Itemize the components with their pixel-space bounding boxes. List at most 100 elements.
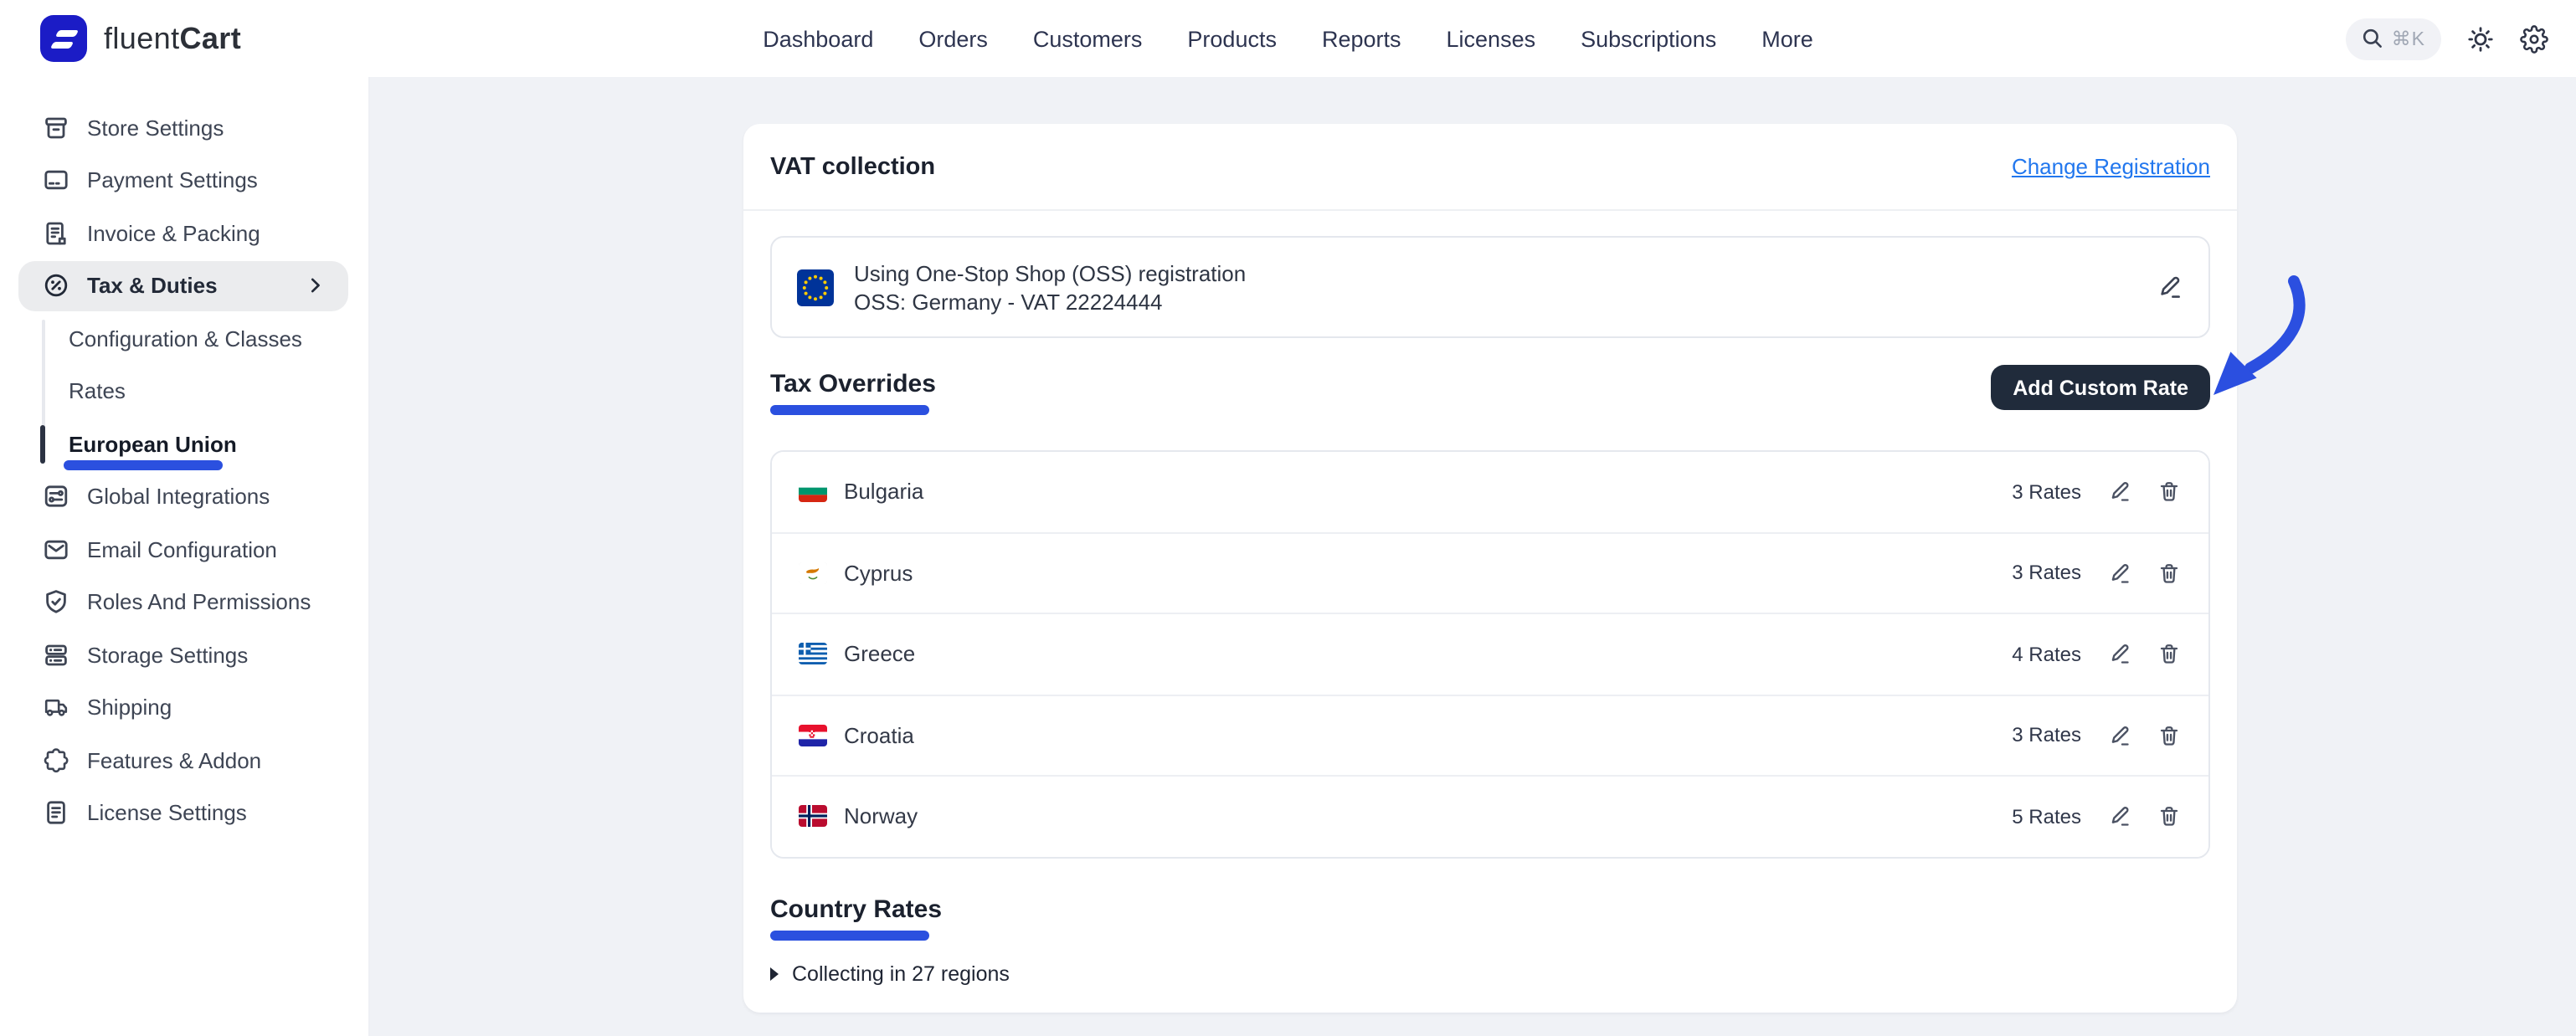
blue-underline-annotation (770, 930, 929, 940)
blue-underline-annotation (770, 405, 929, 415)
edit-registration-button[interactable] (2155, 273, 2183, 301)
tax-overrides-header: Tax Overrides Add Custom Rate (770, 365, 2210, 420)
nav-customers[interactable]: Customers (1032, 26, 1143, 51)
trash-icon (2160, 482, 2178, 502)
delete-row-button[interactable] (2157, 561, 2182, 586)
tax-overrides-list: Bulgaria 3 Rates Cyprus 3 Rates (770, 450, 2210, 858)
nav-dashboard[interactable]: Dashboard (763, 26, 874, 51)
nav-reports[interactable]: Reports (1321, 26, 1401, 51)
puzzle-icon (42, 746, 70, 775)
topbar-actions: ⌘K (2346, 0, 2548, 77)
oss-registration-box: Using One-Stop Shop (OSS) registration O… (770, 236, 2210, 338)
trash-icon (2160, 563, 2178, 583)
sidebar-item-label: Shipping (87, 695, 172, 721)
add-custom-rate-button[interactable]: Add Custom Rate (1991, 365, 2210, 410)
search-icon (2363, 28, 2383, 48)
country-rates-collapse-toggle[interactable]: Collecting in 27 regions (770, 962, 2210, 985)
sidebar-subitem-configuration-classes[interactable]: Configuration & Classes (0, 313, 368, 364)
settings-sidebar: Store Settings Payment Settings Invoice … (0, 77, 370, 1036)
country-name: Norway (844, 803, 918, 829)
tax-duties-subnav: Configuration & Classes Rates European U… (0, 313, 368, 469)
edit-row-button[interactable] (2106, 561, 2131, 586)
credit-card-icon (42, 167, 70, 195)
fluentcart-logo-icon (40, 15, 87, 62)
table-row-greece: Greece 4 Rates (772, 613, 2208, 694)
pencil-icon (2111, 563, 2129, 583)
pencil-icon (2111, 644, 2129, 664)
sidebar-item-storage-settings[interactable]: Storage Settings (0, 629, 368, 680)
sidebar-item-license-settings[interactable]: License Settings (0, 787, 368, 839)
change-registration-link[interactable]: Change Registration (2011, 154, 2210, 179)
theme-toggle-button[interactable] (2465, 24, 2494, 53)
sidebar-item-roles-permissions[interactable]: Roles And Permissions (0, 577, 368, 628)
delete-row-button[interactable] (2157, 804, 2182, 829)
nav-products[interactable]: Products (1187, 26, 1277, 51)
integrations-icon (42, 483, 70, 511)
brand-name-bold: Cart (179, 21, 242, 54)
subnav-rail (42, 320, 45, 456)
vat-collection-card: VAT collection Change Registration Using… (743, 124, 2237, 1012)
sidebar-item-label: Roles And Permissions (87, 589, 311, 615)
brand-name: fluentCart (104, 21, 241, 56)
sidebar-subitem-european-union[interactable]: European Union (0, 418, 368, 469)
table-row-bulgaria: Bulgaria 3 Rates (772, 452, 2208, 531)
sun-icon (2467, 26, 2492, 51)
country-name: Croatia (844, 722, 914, 748)
active-marker (40, 424, 45, 463)
card-header: VAT collection Change Registration (743, 124, 2237, 211)
delete-row-button[interactable] (2157, 480, 2182, 505)
tax-overrides-title: Tax Overrides (770, 370, 936, 415)
sidebar-item-store-settings[interactable]: Store Settings (0, 102, 368, 153)
pencil-icon (2111, 807, 2129, 827)
sidebar-item-label: Invoice & Packing (87, 220, 260, 246)
brand[interactable]: fluentCart (40, 0, 241, 77)
country-name: Bulgaria (844, 479, 924, 505)
collapse-label: Collecting in 27 regions (792, 962, 1010, 985)
triangle-right-icon (770, 967, 779, 980)
nav-licenses[interactable]: Licenses (1446, 26, 1536, 51)
sidebar-item-label: Email Configuration (87, 536, 277, 562)
country-rates-title: Country Rates (770, 895, 942, 940)
nav-orders[interactable]: Orders (918, 26, 988, 51)
edit-row-button[interactable] (2106, 480, 2131, 505)
sidebar-item-label: Payment Settings (87, 167, 258, 193)
sidebar-item-label: Global Integrations (87, 484, 270, 510)
nav-more[interactable]: More (1761, 26, 1813, 51)
subitem-label: Rates (69, 378, 126, 404)
sidebar-subitem-rates[interactable]: Rates (0, 366, 368, 417)
storage-icon (42, 641, 70, 669)
bulgaria-flag-icon (799, 480, 827, 503)
main-content: VAT collection Change Registration Using… (370, 77, 2576, 1036)
edit-row-button[interactable] (2106, 642, 2131, 667)
delete-row-button[interactable] (2157, 642, 2182, 667)
sidebar-item-global-integrations[interactable]: Global Integrations (0, 471, 368, 522)
sidebar-item-payment-settings[interactable]: Payment Settings (0, 155, 368, 206)
settings-button[interactable] (2519, 24, 2548, 53)
rates-count: 3 Rates (2012, 480, 2081, 504)
delete-row-button[interactable] (2157, 723, 2182, 748)
trash-icon (2160, 807, 2178, 827)
truck-icon (42, 694, 70, 722)
license-icon (42, 799, 70, 828)
pencil-icon (2161, 276, 2180, 298)
sidebar-item-label: License Settings (87, 800, 247, 826)
nav-subscriptions[interactable]: Subscriptions (1581, 26, 1717, 51)
sidebar-item-invoice-packing[interactable]: Invoice & Packing (0, 208, 368, 259)
search-button[interactable]: ⌘K (2346, 18, 2440, 59)
subitem-label: Configuration & Classes (69, 326, 302, 351)
sidebar-item-features-addon[interactable]: Features & Addon (0, 735, 368, 786)
pencil-icon (2111, 726, 2129, 746)
edit-row-button[interactable] (2106, 723, 2131, 748)
cyprus-flag-icon (799, 562, 827, 584)
sidebar-item-tax-duties[interactable]: Tax & Duties (18, 260, 348, 311)
sidebar-item-email-configuration[interactable]: Email Configuration (0, 524, 368, 575)
gear-icon (2519, 24, 2548, 53)
country-rates-header: Country Rates (770, 895, 2210, 940)
rates-count: 4 Rates (2012, 642, 2081, 666)
sidebar-item-shipping[interactable]: Shipping (0, 682, 368, 733)
edit-row-button[interactable] (2106, 804, 2131, 829)
greece-flag-icon (799, 643, 827, 665)
sidebar-item-label: Store Settings (87, 115, 224, 141)
rates-count: 5 Rates (2012, 804, 2081, 828)
